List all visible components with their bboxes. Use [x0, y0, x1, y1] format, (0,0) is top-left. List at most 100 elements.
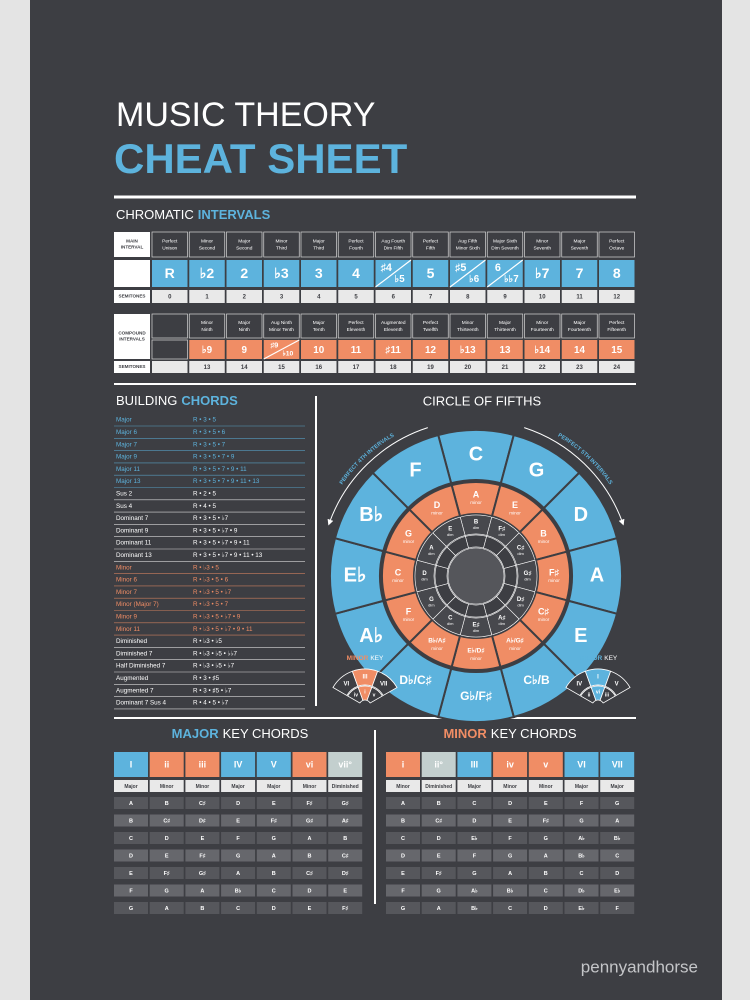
note-cell [292, 884, 327, 897]
heading-part: KEY [604, 655, 618, 662]
note-cell [528, 814, 563, 827]
interval-name: Twelfth [423, 327, 439, 333]
chord-formula: R • ♭3 • 5 • ♭7 • 9 [193, 613, 241, 620]
dim-root: E [448, 526, 452, 532]
interval-name-cell [188, 313, 226, 339]
numeral-cell [149, 752, 184, 777]
quality: Minor [503, 784, 517, 790]
note: C [472, 801, 476, 807]
interval-symbol-cell [338, 340, 374, 359]
fan-numeral: vi [596, 689, 601, 695]
dim-root: F♯ [498, 525, 505, 532]
interval-name: Fifteenth [607, 327, 626, 333]
symbol-split [486, 259, 524, 288]
quality-cell [292, 780, 327, 792]
heading-part: MAJOR [172, 726, 220, 741]
note-cell [528, 884, 563, 897]
note-cell [328, 849, 363, 862]
semitone-cell [338, 361, 374, 373]
interval-name: Seventh [533, 245, 551, 251]
note-cell [185, 884, 220, 897]
note: F [473, 853, 477, 859]
minor-key: F♯ [549, 567, 559, 577]
interval-name: Major [499, 320, 511, 326]
heading-part: KEY CHORDS [223, 726, 309, 741]
semitone-cell [599, 361, 635, 373]
interval-name-cell [486, 231, 524, 258]
note: B [544, 871, 548, 877]
note: D♯ [342, 871, 349, 877]
interval-name: Aug Fourth [381, 238, 405, 244]
section-heading: MAJOR KEY CHORDS [172, 726, 309, 741]
dim-root: E♯ [472, 622, 479, 629]
semitone-cell [338, 290, 374, 303]
interval-name: Ninth [239, 327, 251, 333]
minor-word: minor [470, 500, 482, 505]
note-cell [421, 849, 456, 862]
chord-formula: R • 4 • 5 • ♭7 [193, 700, 229, 707]
interval-name-cell [300, 231, 337, 258]
note: F [236, 836, 240, 842]
note: A [437, 906, 441, 912]
note-cell [386, 884, 420, 897]
minor-key: E♭/D♯ [467, 647, 484, 655]
section-heading: MINOR KEY [347, 655, 384, 662]
interval-name: Dim Fifth [384, 245, 404, 251]
dim-root: C♯ [517, 544, 524, 551]
dim-root: G♯ [524, 570, 532, 577]
interval-name-cell [300, 313, 337, 339]
semitone: 24 [613, 365, 620, 371]
row-label: INTERVAL [121, 245, 144, 250]
note-cell [493, 884, 528, 897]
note-cell [421, 884, 456, 897]
direction-arrow [327, 427, 428, 526]
note: D [165, 836, 169, 842]
interval-symbol-cell [487, 340, 523, 359]
interval-name-cell [598, 231, 635, 258]
note-cell [114, 902, 148, 914]
chord-formula: R • ♭3 • ♭5 • ♭♭7 [193, 650, 238, 657]
note-cell [600, 814, 635, 827]
interval-name: Fifth [426, 245, 436, 251]
semitone: 4 [317, 295, 321, 301]
semitone-cell [375, 361, 411, 373]
heading-part: KEY [370, 655, 384, 662]
note-cell [292, 832, 327, 844]
interval-symbol-cell [412, 340, 449, 359]
semitone-cell [263, 361, 300, 373]
chord-formula: R • ♭3 • ♭5 • ♭7 [193, 663, 235, 670]
note: A♯ [342, 818, 349, 824]
note-cell [256, 797, 291, 809]
semitone: 14 [241, 365, 248, 371]
watermark: pennyandhorse [581, 957, 698, 976]
note: A♭ [471, 887, 478, 894]
interval-name: Minor [276, 238, 288, 244]
symbol-split [375, 259, 412, 288]
note: C♯ [435, 818, 442, 824]
interval-name-cell [226, 313, 263, 339]
circle-center [447, 547, 505, 605]
interval-symbol: ♭9 [202, 345, 213, 356]
semitone-cell [189, 290, 225, 303]
note-cell [221, 884, 256, 897]
note: G [401, 906, 405, 912]
chord-name: Half Diminished 7 [116, 663, 166, 670]
note-cell [493, 814, 528, 827]
note: E [343, 888, 347, 894]
note-cell [493, 902, 528, 914]
note-cell [528, 867, 563, 879]
interval-name-cell [188, 231, 226, 258]
note: C♯ [342, 853, 349, 859]
numeral-cell [328, 752, 363, 777]
interval-name: Unison [162, 245, 177, 251]
interval-name: Perfect [162, 238, 178, 244]
chord-name: Major 9 [116, 454, 137, 461]
chord-formula: R • 3 • 5 • ♭7 • 9 [193, 527, 238, 534]
note: G [615, 801, 619, 807]
note: E [129, 871, 133, 877]
dim-word: dim [499, 532, 506, 537]
note-cell [114, 849, 148, 862]
note-cell [292, 797, 327, 809]
numeral-cell [221, 752, 256, 777]
